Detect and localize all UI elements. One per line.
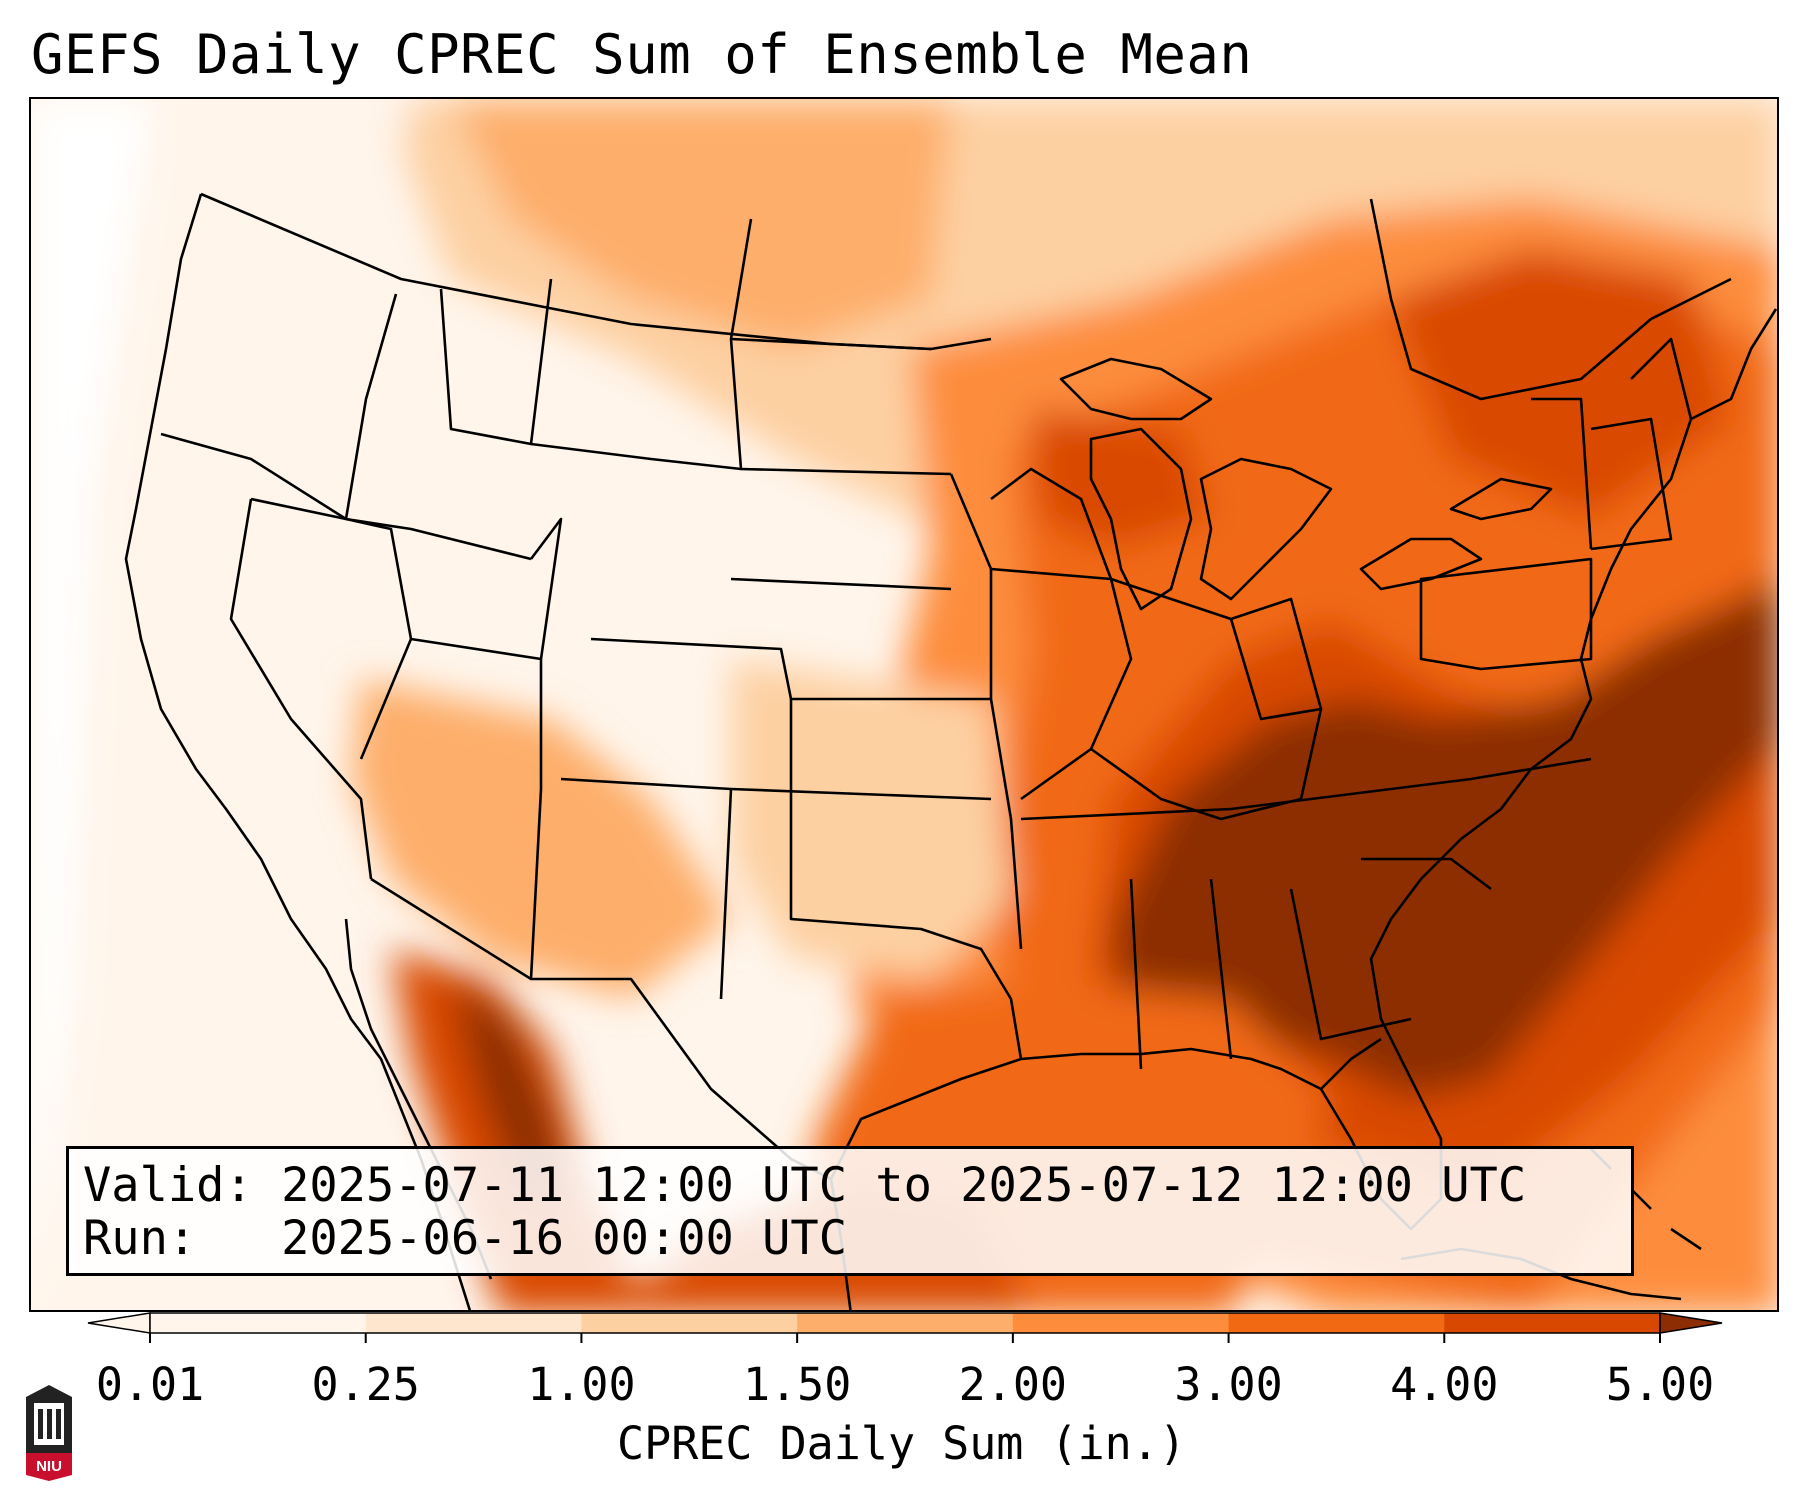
- colorbar-segment: [1012, 1313, 1230, 1333]
- colorbar-tick-label: 0.25: [311, 1358, 420, 1411]
- valid-line: Valid: 2025-07-11 12:00 UTC to 2025-07-1…: [83, 1159, 1631, 1212]
- colorbar-segment: [1444, 1313, 1661, 1333]
- map-panel[interactable]: [29, 97, 1779, 1312]
- logo-text: NIU: [36, 1458, 62, 1475]
- run-value: 2025-06-16 00:00 UTC: [281, 1211, 848, 1266]
- colorbar-label: CPREC Daily Sum (in.): [617, 1417, 1186, 1470]
- state-borders: [160, 192, 1732, 1181]
- colorbar-tick-label: 1.50: [742, 1358, 852, 1411]
- run-key: Run:: [83, 1211, 197, 1266]
- colorbar-tick-label: 4.00: [1390, 1358, 1499, 1411]
- colorbar-tick-label: 3.00: [1174, 1358, 1283, 1411]
- page-title: GEFS Daily CPREC Sum of Ensemble Mean: [31, 23, 1253, 86]
- colorbar-outline: [149, 1312, 1661, 1334]
- colorbar-tick-label: 0.01: [95, 1358, 205, 1411]
- precipitation-map[interactable]: [31, 99, 1779, 1312]
- colorbar-segment: [581, 1313, 798, 1333]
- valid-value: 2025-07-11 12:00 UTC to 2025-07-12 12:00…: [281, 1158, 1527, 1213]
- colorbar-segment: [1228, 1313, 1445, 1333]
- colorbar-tick-label: 2.00: [958, 1358, 1068, 1411]
- colorbar-extend-max: [1659, 1312, 1723, 1334]
- colorbar: [87, 1312, 1723, 1343]
- colorbar-tick-label: 5.00: [1605, 1358, 1715, 1411]
- colorbar-segment: [150, 1313, 367, 1333]
- colorbar-segment: [797, 1313, 1014, 1333]
- colorbar-tick-label: 1.00: [527, 1358, 636, 1411]
- niu-logo: NIU: [26, 1385, 72, 1481]
- colorbar-segment: [365, 1313, 582, 1333]
- run-line: Run: 2025-06-16 00:00 UTC: [83, 1212, 1631, 1265]
- valid-key: Valid:: [83, 1158, 253, 1213]
- colorbar-extend-min: [87, 1312, 151, 1334]
- precip-field: [31, 99, 1777, 1310]
- info-box: Valid: 2025-07-11 12:00 UTC to 2025-07-1…: [66, 1146, 1634, 1276]
